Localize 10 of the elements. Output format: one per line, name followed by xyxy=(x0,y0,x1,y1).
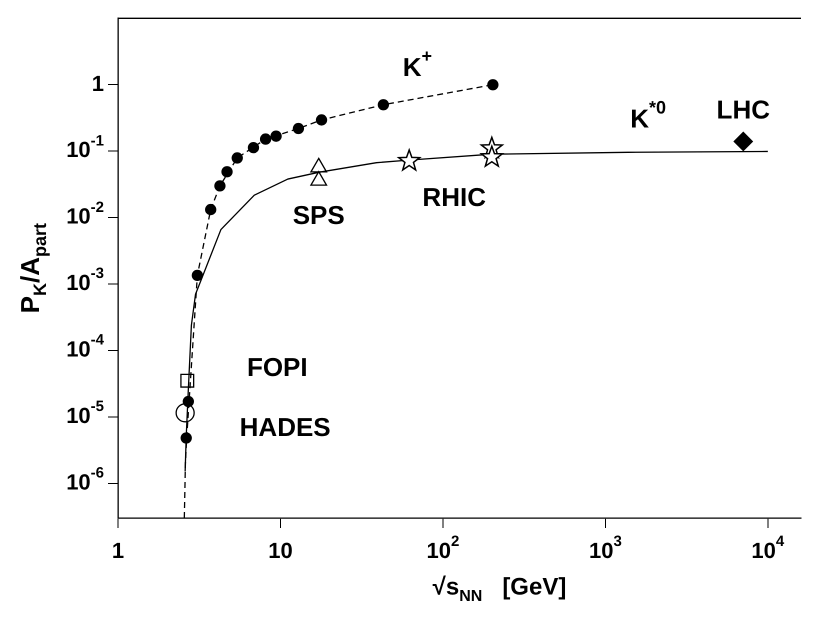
series-label: LHC xyxy=(716,94,770,125)
series-label: RHIC xyxy=(422,182,486,212)
y-axis-title: PK/Apart xyxy=(15,222,50,314)
text: FOPI xyxy=(246,352,308,382)
series-label: HADES xyxy=(240,412,331,442)
y-tick-label: 1 xyxy=(92,70,104,96)
x-tick-label: 1 xyxy=(112,538,124,564)
series-label: SPS xyxy=(292,200,345,230)
series-label: K+ xyxy=(402,46,432,82)
x-tick-label: 10 xyxy=(268,538,293,564)
